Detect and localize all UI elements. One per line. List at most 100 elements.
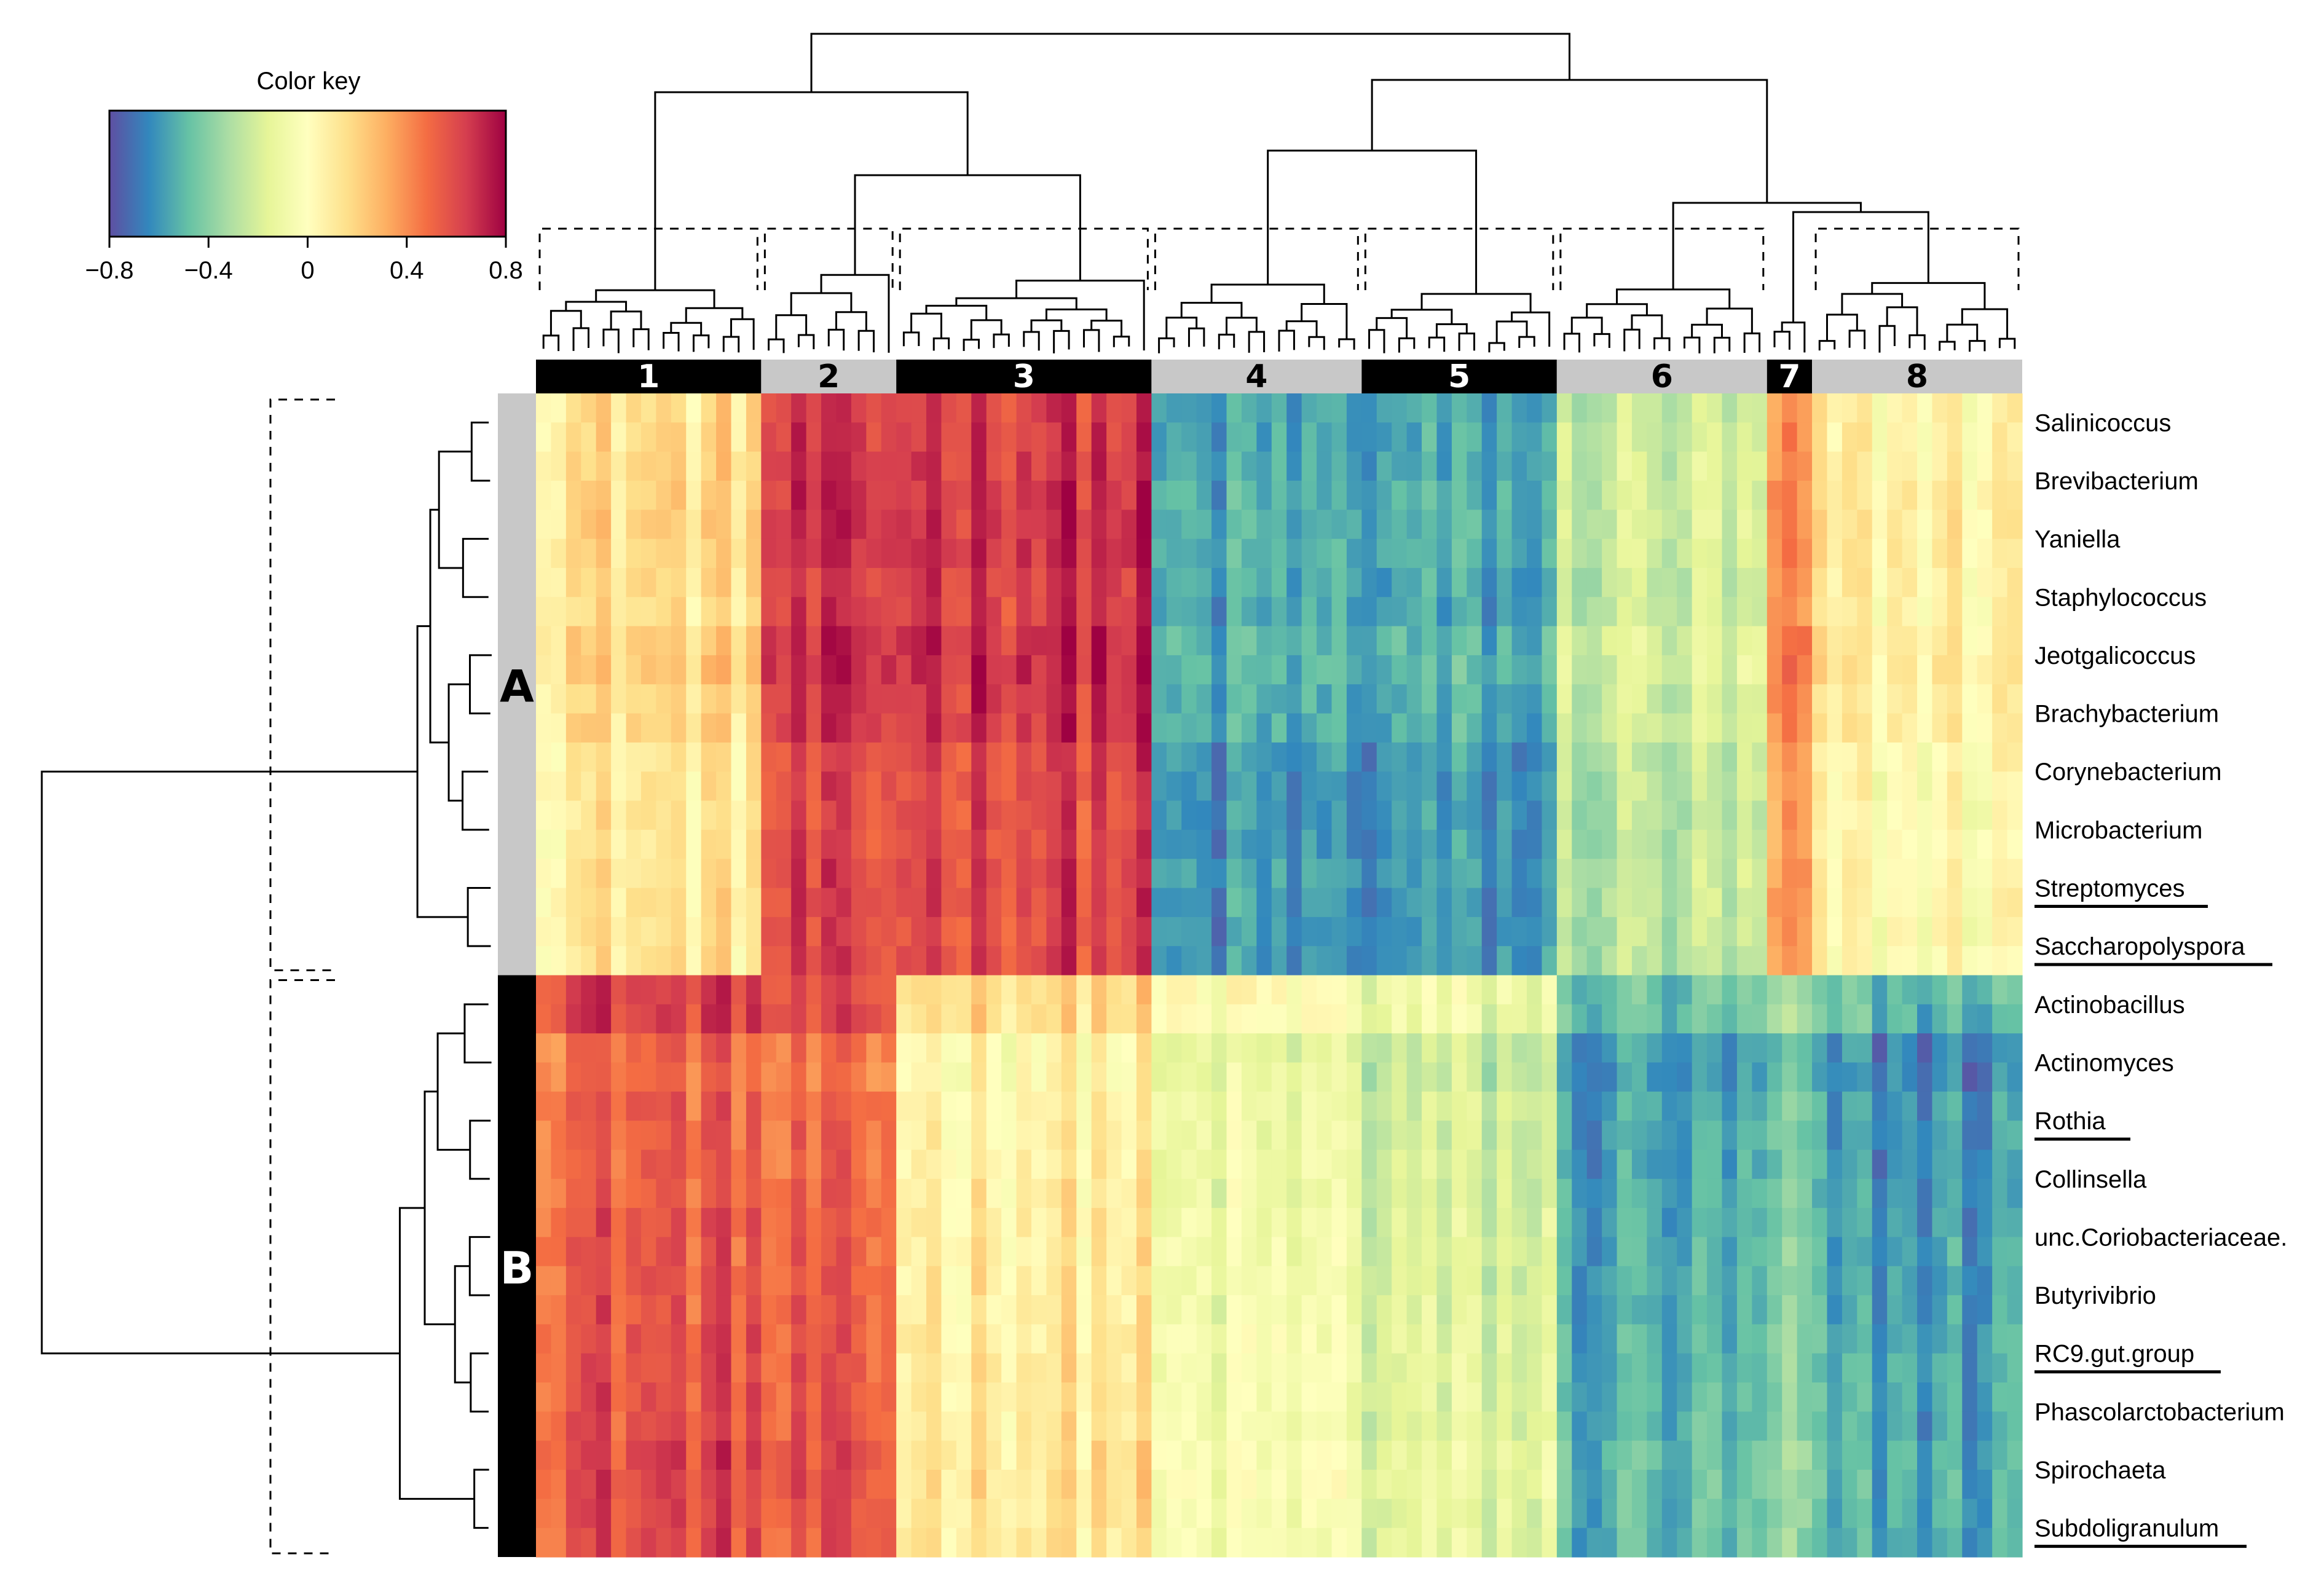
heatmap-cell [1016, 626, 1032, 656]
heatmap-cell [551, 1033, 567, 1063]
heatmap-cell [1617, 946, 1633, 976]
heatmap-cell [1602, 917, 1618, 947]
heatmap-cell [1661, 771, 1677, 802]
cluster-band-4 [1151, 360, 1362, 393]
heatmap-cell [1031, 1499, 1047, 1529]
heatmap-cell [596, 1004, 612, 1034]
heatmap-cell [1586, 771, 1602, 802]
heatmap-cell [1467, 538, 1483, 569]
heatmap-cell [1406, 1062, 1422, 1092]
heatmap-cell [1406, 713, 1422, 743]
heatmap-cell [2007, 1149, 2023, 1180]
heatmap-cell [1361, 1121, 1377, 1151]
heatmap-cell [1992, 655, 2008, 685]
heatmap-cell [1647, 393, 1663, 423]
heatmap-cell [1076, 771, 1092, 802]
heatmap-cell [1346, 1033, 1362, 1063]
heatmap-cell [1031, 1237, 1047, 1267]
heatmap-cell [1722, 946, 1738, 976]
heatmap-cell [1091, 1499, 1107, 1529]
heatmap-cell [836, 713, 852, 743]
heatmap-cell [746, 422, 762, 452]
heatmap-cell [581, 1295, 597, 1325]
heatmap-cell [1797, 888, 1813, 918]
heatmap-cell [1736, 1499, 1752, 1529]
heatmap-cell [1166, 684, 1182, 714]
heatmap-cell [1932, 829, 1948, 859]
heatmap-cell [791, 1237, 807, 1267]
heatmap-cell [1752, 1411, 1768, 1441]
heatmap-cell [671, 626, 687, 656]
heatmap-cell [956, 626, 972, 656]
heatmap-cell [1542, 829, 1558, 859]
heatmap-cell [1722, 829, 1738, 859]
heatmap-cell [1962, 393, 1978, 423]
heatmap-cell [776, 829, 792, 859]
heatmap-cell [1181, 480, 1197, 510]
heatmap-cell [1992, 510, 2008, 540]
heatmap-cell [1196, 422, 1212, 452]
heatmap-cell [1572, 859, 1588, 889]
heatmap-cell [1091, 1178, 1107, 1208]
heatmap-cell [851, 1499, 867, 1529]
heatmap-cell [1406, 597, 1422, 627]
heatmap-cell [1556, 1033, 1572, 1063]
heatmap-cell [851, 1178, 867, 1208]
heatmap-cell [1271, 393, 1287, 423]
heatmap-cell [2007, 1499, 2023, 1529]
dendrogram-link [797, 334, 815, 350]
heatmap-cell [565, 742, 581, 772]
heatmap-cell [1196, 1033, 1212, 1063]
heatmap-cell [551, 1121, 567, 1151]
heatmap-cell [551, 480, 567, 510]
heatmap-cell [1661, 1208, 1677, 1238]
heatmap-cell [716, 1237, 732, 1267]
heatmap-cell [851, 567, 867, 597]
dendrogram-link [463, 1003, 492, 1063]
heatmap-cell [1076, 393, 1092, 423]
heatmap-cell [911, 422, 927, 452]
heatmap-cell [1301, 1528, 1317, 1558]
heatmap-cell [1376, 567, 1392, 597]
heatmap-cell [1841, 1062, 1857, 1092]
heatmap-cell [866, 1382, 882, 1412]
heatmap-cell [1872, 975, 1888, 1005]
heatmap-cell [806, 829, 822, 859]
heatmap-cell [716, 597, 732, 627]
heatmap-cell [1736, 1324, 1752, 1354]
heatmap-cell [821, 1295, 837, 1325]
heatmap-cell [1497, 975, 1513, 1005]
heatmap-cell [1767, 655, 1782, 685]
heatmap-cell [671, 1324, 687, 1354]
heatmap-cell [1091, 946, 1107, 976]
heatmap-cell [986, 888, 1002, 918]
heatmap-cell [1121, 538, 1137, 569]
heatmap-cell [881, 859, 897, 889]
heatmap-cell [1902, 1121, 1918, 1151]
heatmap-cell [1812, 946, 1828, 976]
heatmap-cell [761, 800, 777, 830]
heatmap-cell [1872, 946, 1888, 976]
heatmap-cell [656, 946, 672, 976]
heatmap-cell [656, 800, 672, 830]
heatmap-cell [1436, 829, 1452, 859]
heatmap-cell [1422, 422, 1438, 452]
heatmap-cell [1556, 684, 1572, 714]
heatmap-cell [941, 888, 957, 918]
heatmap-cell [1752, 1149, 1768, 1180]
heatmap-cell [1346, 655, 1362, 685]
heatmap-cell [1661, 1440, 1677, 1470]
heatmap-cell [1767, 626, 1782, 656]
heatmap-cell [1736, 713, 1752, 743]
heatmap-cell [1932, 1440, 1948, 1470]
heatmap-cell [1001, 451, 1017, 481]
heatmap-cell [1677, 1004, 1693, 1034]
heatmap-cell [1992, 1382, 2008, 1412]
heatmap-cell [1857, 1062, 1873, 1092]
heatmap-cell [1872, 1324, 1888, 1354]
heatmap-cell [1872, 480, 1888, 510]
heatmap-cell [1677, 1295, 1693, 1325]
heatmap-cell [986, 771, 1002, 802]
heatmap-cell [1917, 771, 1933, 802]
heatmap-cell [1256, 480, 1272, 510]
